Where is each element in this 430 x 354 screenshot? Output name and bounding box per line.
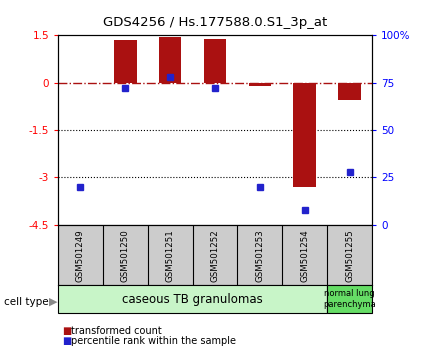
Text: GSM501252: GSM501252 — [211, 230, 219, 282]
Bar — [114, 40, 137, 83]
Text: GSM501249: GSM501249 — [76, 230, 85, 282]
Text: ■: ■ — [62, 326, 72, 336]
Bar — [249, 83, 271, 86]
Text: ▶: ▶ — [49, 297, 58, 307]
Text: transformed count: transformed count — [71, 326, 162, 336]
Text: GSM501253: GSM501253 — [255, 230, 264, 282]
Text: GSM501251: GSM501251 — [166, 230, 175, 282]
Text: caseous TB granulomas: caseous TB granulomas — [122, 293, 263, 306]
Bar — [58, 285, 327, 313]
Text: GSM501254: GSM501254 — [300, 230, 309, 282]
Bar — [338, 83, 361, 100]
Bar — [327, 285, 372, 313]
Text: percentile rank within the sample: percentile rank within the sample — [71, 336, 236, 346]
Bar — [159, 37, 181, 83]
Text: normal lung
parenchyma: normal lung parenchyma — [323, 290, 376, 309]
Text: ■: ■ — [62, 336, 72, 346]
Bar — [293, 83, 316, 187]
Text: GDS4256 / Hs.177588.0.S1_3p_at: GDS4256 / Hs.177588.0.S1_3p_at — [103, 16, 327, 29]
Text: GSM501255: GSM501255 — [345, 230, 354, 282]
Text: cell type: cell type — [4, 297, 49, 307]
Bar — [204, 39, 226, 83]
Text: GSM501250: GSM501250 — [121, 230, 130, 282]
